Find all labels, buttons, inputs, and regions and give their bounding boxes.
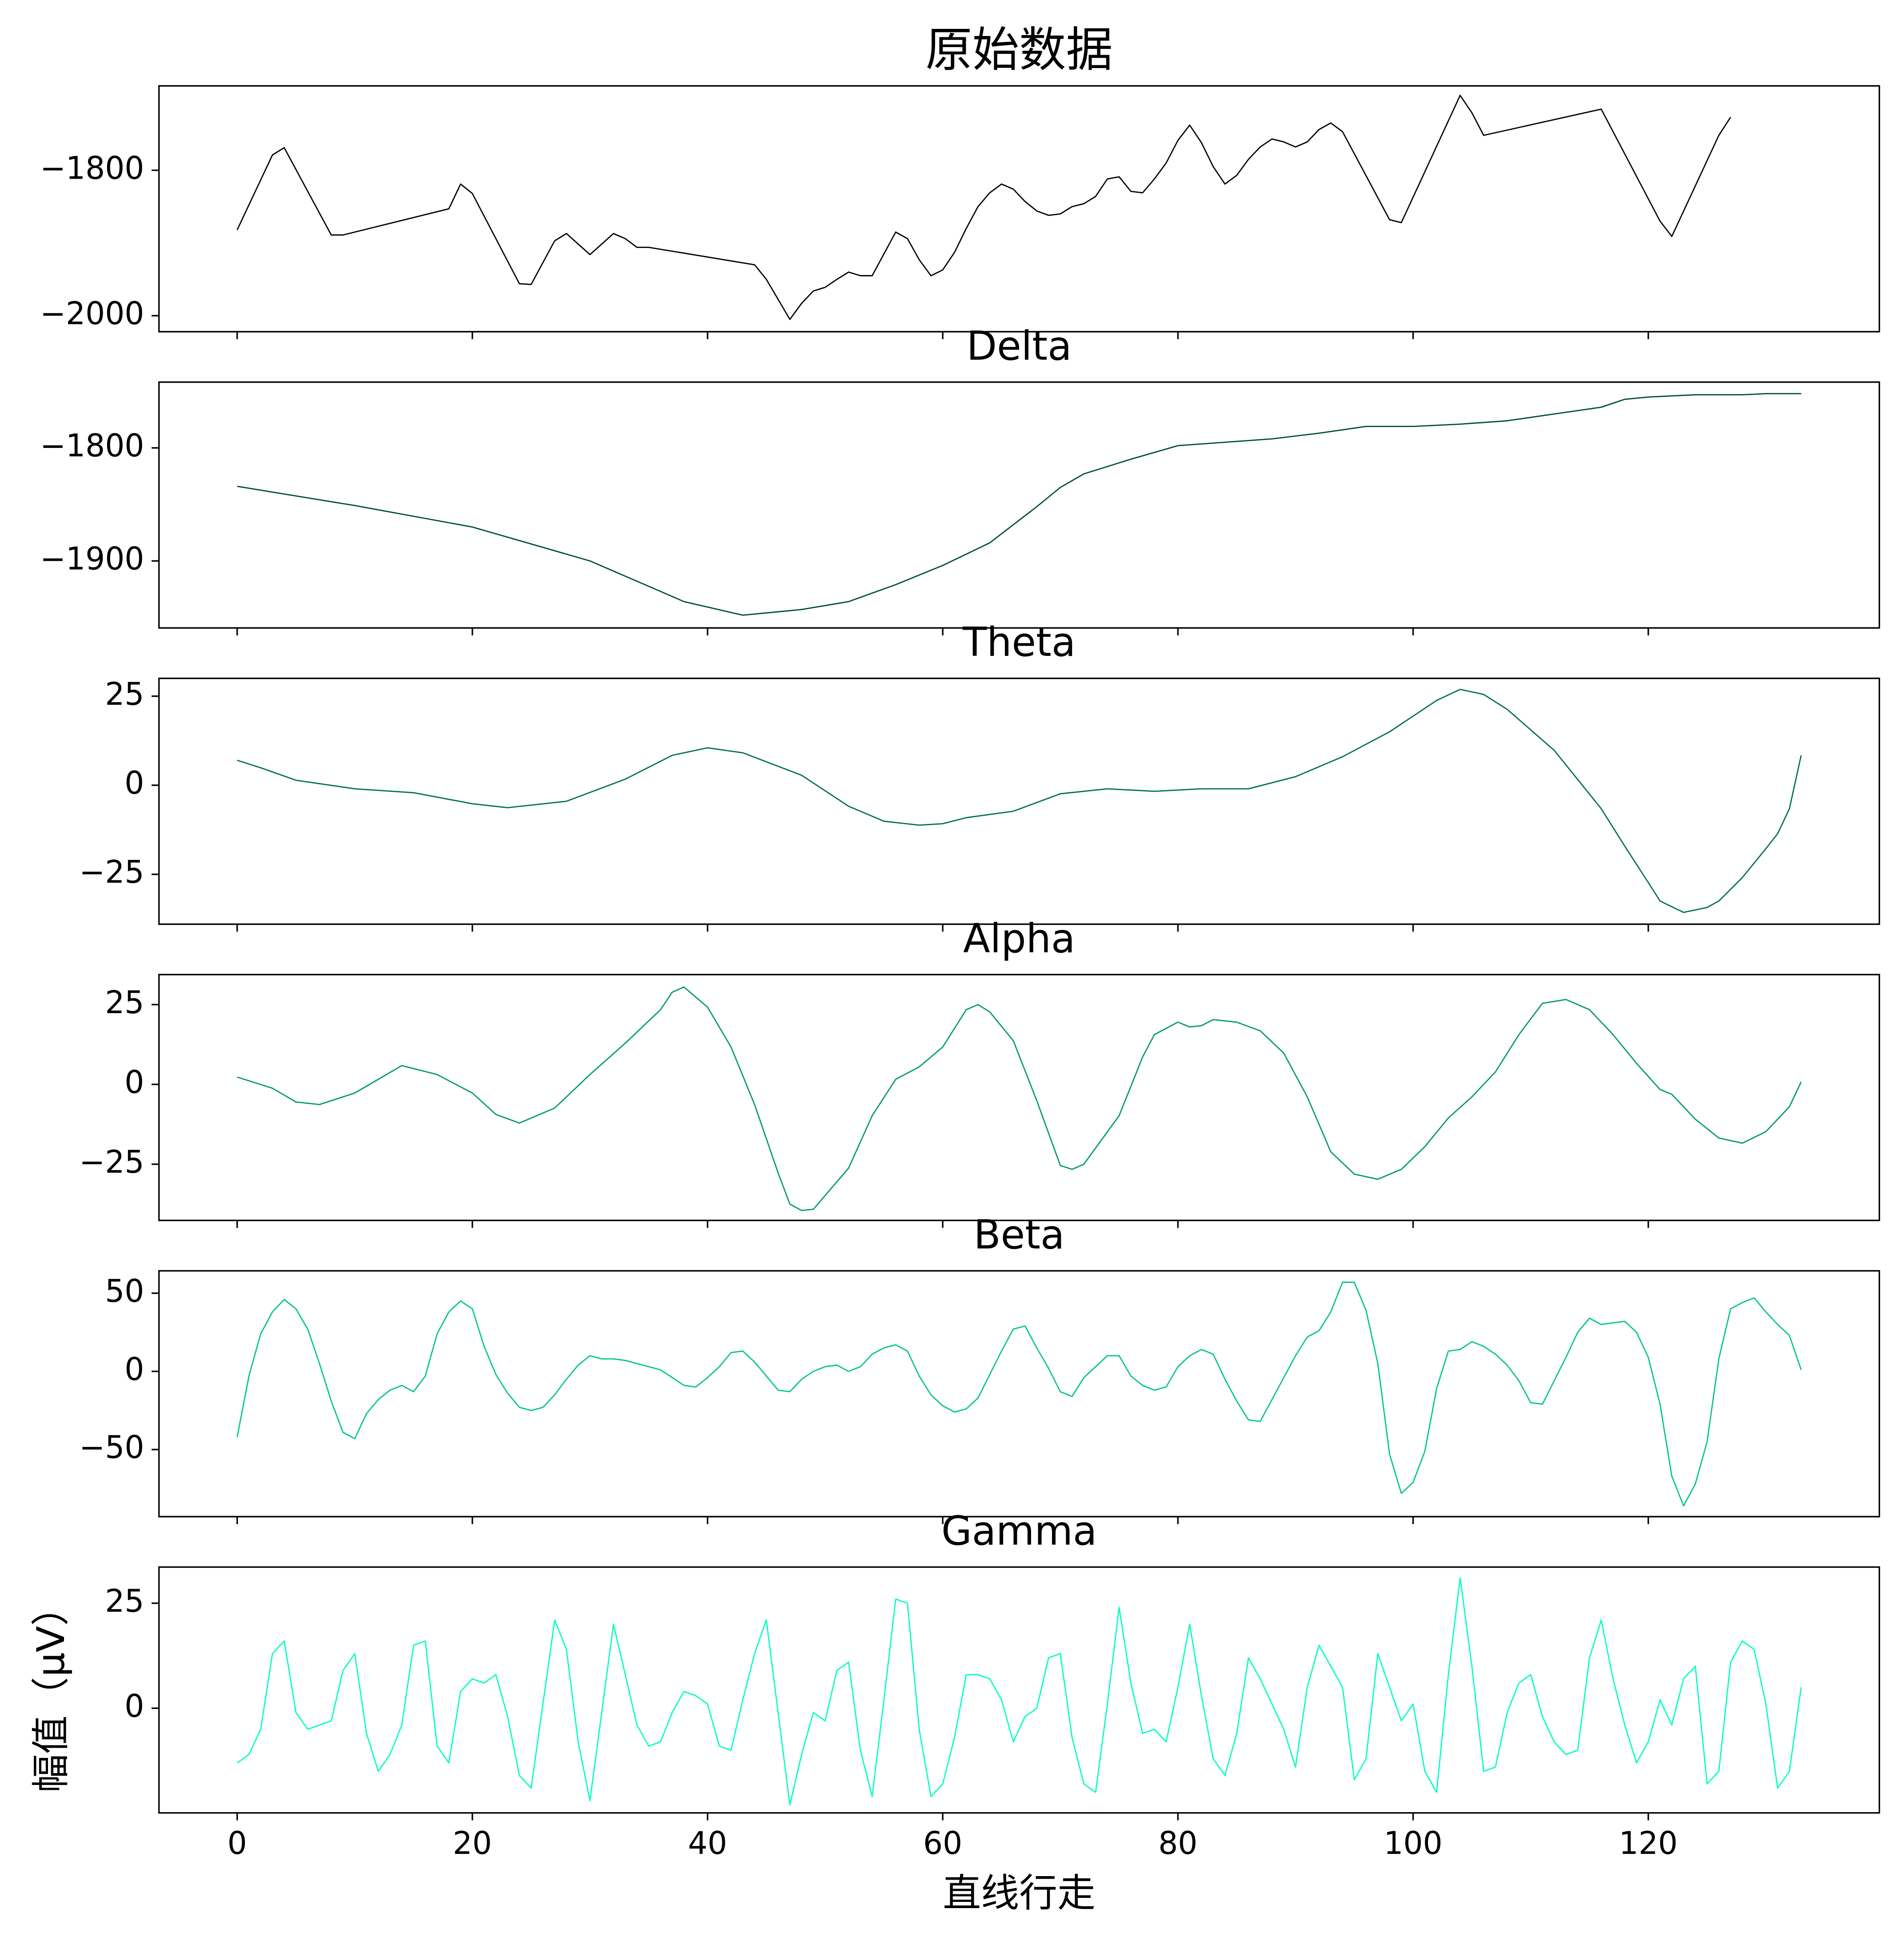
- axes-frame: [158, 1566, 1880, 1814]
- axes-frame: [158, 677, 1880, 925]
- x-tick-label: 60: [923, 1825, 962, 1861]
- x-tick-label: 20: [453, 1825, 492, 1861]
- y-tick-label: −50: [79, 1430, 144, 1466]
- y-tick-label: −1900: [40, 541, 144, 577]
- data-line: [237, 986, 1802, 1211]
- y-tick-label: −2000: [40, 296, 144, 331]
- subplot-title: Beta: [974, 1212, 1065, 1258]
- subplot-title: Theta: [962, 619, 1076, 666]
- x-tick-label: 120: [1619, 1825, 1677, 1861]
- y-tick-label: 0: [124, 1351, 144, 1387]
- x-tick-label: 100: [1384, 1825, 1442, 1861]
- y-tick-label: −25: [79, 854, 144, 890]
- y-tick-label: 0: [124, 1688, 144, 1724]
- y-tick-label: 25: [105, 1583, 144, 1619]
- y-tick-label: 50: [105, 1273, 144, 1309]
- y-tick-label: −1800: [40, 150, 144, 186]
- subplot-title: Alpha: [963, 915, 1075, 962]
- y-tick-label: 25: [105, 985, 144, 1021]
- y-tick-label: 0: [124, 1064, 144, 1100]
- data-line: [236, 95, 1731, 320]
- x-tick-label: 40: [688, 1825, 727, 1861]
- subplot-title: Gamma: [941, 1508, 1097, 1555]
- subplot-title: Delta: [967, 323, 1072, 370]
- y-tick-label: 0: [124, 765, 144, 801]
- axes-frame: [158, 974, 1880, 1222]
- x-tick-label: 80: [1158, 1825, 1197, 1861]
- data-line: [237, 393, 1801, 616]
- subplot-title: 原始数据: [925, 22, 1112, 77]
- data-line: [237, 689, 1802, 913]
- y-axis-label: 幅值（μV）: [29, 1587, 73, 1793]
- x-axis-label: 直线行走: [943, 1871, 1096, 1916]
- axes-frame: [158, 1270, 1880, 1518]
- axes-frame: [158, 85, 1880, 333]
- data-line: [236, 1577, 1802, 1806]
- axes-frame: [158, 381, 1880, 629]
- data-line: [236, 1282, 1802, 1507]
- y-tick-label: 25: [105, 676, 144, 712]
- y-tick-label: −25: [79, 1144, 144, 1180]
- x-tick-label: 0: [228, 1825, 247, 1861]
- y-tick-label: −1800: [40, 428, 144, 464]
